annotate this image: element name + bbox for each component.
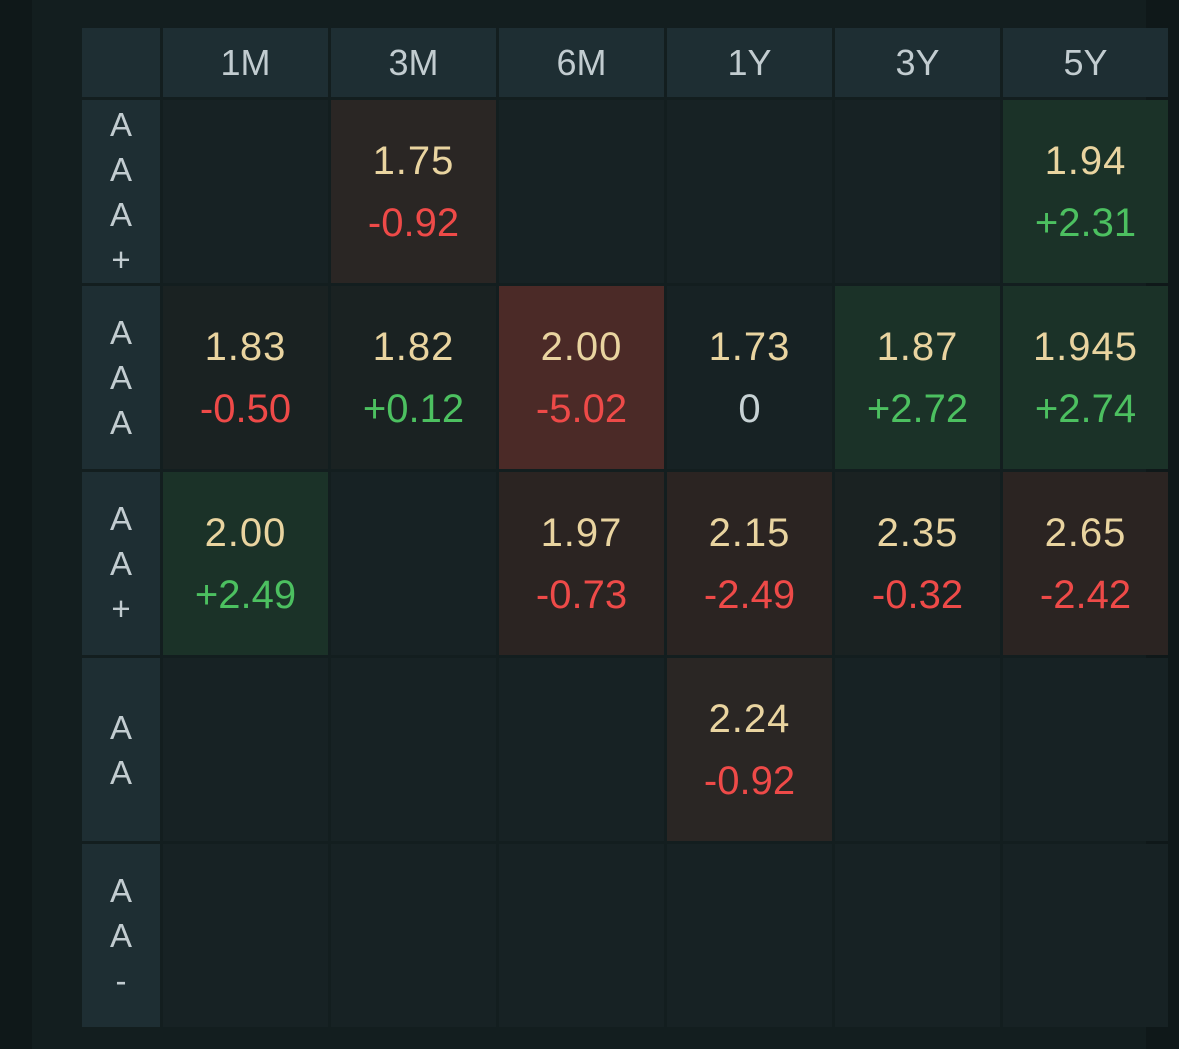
- quote-change: +2.74: [1034, 386, 1137, 431]
- quote-cell-3m[interactable]: [331, 472, 496, 655]
- quote-change: -0.32: [871, 572, 964, 617]
- quote-change: -0.92: [367, 200, 460, 245]
- column-header-1m[interactable]: 1M: [163, 28, 328, 97]
- quote-change: +2.72: [866, 386, 969, 431]
- quote-cell-1y[interactable]: 2.15 -2.49: [667, 472, 832, 655]
- rating-tenor-matrix: 1M 3M 6M 1Y 3Y 5Y A A A +1.75 -0.92 1.94 +2.31 A A A 1.8…: [82, 28, 1168, 1027]
- row-label-char: -: [115, 962, 127, 999]
- quote-cell-3m[interactable]: [331, 844, 496, 1027]
- quote-price: 1.94: [1044, 138, 1127, 183]
- quote-cell-3y[interactable]: [835, 844, 1000, 1027]
- quote-cell-1y[interactable]: 1.73 0: [667, 286, 832, 469]
- row-label-char: A: [109, 150, 132, 188]
- quote-change: -2.49: [703, 572, 796, 617]
- quote-cell-6m[interactable]: 2.00 -5.02: [499, 286, 664, 469]
- quote-price: 2.00: [204, 510, 287, 555]
- quote-change: +2.49: [194, 572, 297, 617]
- row-label-char: +: [111, 590, 131, 627]
- quote-cell-5y[interactable]: 1.94 +2.31: [1003, 100, 1168, 283]
- row-label-char: A: [109, 872, 132, 909]
- column-header-5y[interactable]: 5Y: [1003, 28, 1168, 97]
- quote-price: 2.65: [1044, 510, 1127, 555]
- quote-cell-6m[interactable]: [499, 658, 664, 841]
- quote-price: 2.35: [876, 510, 959, 555]
- row-label-char: A: [109, 105, 132, 143]
- row-label-char: A: [109, 359, 132, 396]
- panel-frame: 1M 3M 6M 1Y 3Y 5Y A A A +1.75 -0.92 1.94 +2.31 A A A 1.8…: [32, 0, 1168, 1049]
- quote-price: 1.97: [540, 510, 623, 555]
- column-header-1y[interactable]: 1Y: [667, 28, 832, 97]
- quote-change: -5.02: [535, 386, 628, 431]
- quote-cell-1m[interactable]: [163, 844, 328, 1027]
- quote-change: -2.42: [1039, 572, 1132, 617]
- column-header-3m[interactable]: 3M: [331, 28, 496, 97]
- quote-price: 2.24: [708, 696, 791, 741]
- quote-cell-1y[interactable]: 2.24 -0.92: [667, 658, 832, 841]
- quote-change: +2.31: [1034, 200, 1137, 245]
- quote-cell-3m[interactable]: 1.75 -0.92: [331, 100, 496, 283]
- row-label-2[interactable]: A A +: [82, 472, 160, 655]
- quote-cell-1m[interactable]: [163, 658, 328, 841]
- quote-price: 1.83: [204, 324, 287, 369]
- quote-price: 2.15: [708, 510, 791, 555]
- quote-cell-3m[interactable]: [331, 658, 496, 841]
- row-label-char: A: [109, 314, 132, 351]
- quote-price: 1.945: [1032, 324, 1139, 369]
- quote-change: -0.92: [703, 758, 796, 803]
- quote-cell-1m[interactable]: [163, 100, 328, 283]
- row-label-char: A: [109, 917, 132, 954]
- row-label-char: A: [109, 545, 132, 582]
- quote-cell-3m[interactable]: 1.82 +0.12: [331, 286, 496, 469]
- quote-change: -0.50: [199, 386, 292, 431]
- quote-cell-1m[interactable]: 1.83 -0.50: [163, 286, 328, 469]
- row-label-0[interactable]: A A A +: [82, 100, 160, 283]
- quote-cell-6m[interactable]: [499, 100, 664, 283]
- column-header-6m[interactable]: 6M: [499, 28, 664, 97]
- row-label-char: A: [109, 195, 132, 233]
- quote-cell-6m[interactable]: [499, 844, 664, 1027]
- row-label-char: A: [109, 500, 132, 537]
- quote-cell-3y[interactable]: 1.87 +2.72: [835, 286, 1000, 469]
- quote-cell-1y[interactable]: [667, 844, 832, 1027]
- quote-price: 1.87: [876, 324, 959, 369]
- quote-change: -0.73: [535, 572, 628, 617]
- quote-cell-6m[interactable]: 1.97 -0.73: [499, 472, 664, 655]
- quote-change: +0.12: [362, 386, 465, 431]
- row-label-char: A: [109, 404, 132, 441]
- quote-price: 1.82: [372, 324, 455, 369]
- quote-cell-5y[interactable]: [1003, 658, 1168, 841]
- quote-cell-3y[interactable]: [835, 100, 1000, 283]
- quote-cell-1m[interactable]: 2.00 +2.49: [163, 472, 328, 655]
- row-label-char: A: [109, 753, 132, 791]
- quote-price: 1.73: [708, 324, 791, 369]
- column-header-3y[interactable]: 3Y: [835, 28, 1000, 97]
- corner-header: [82, 28, 160, 97]
- quote-price: 1.75: [372, 138, 455, 183]
- quote-cell-1y[interactable]: [667, 100, 832, 283]
- row-label-char: A: [109, 708, 132, 746]
- quote-change: 0: [738, 386, 761, 431]
- quote-cell-3y[interactable]: 2.35 -0.32: [835, 472, 1000, 655]
- quote-cell-5y[interactable]: 1.945 +2.74: [1003, 286, 1168, 469]
- quote-price: 2.00: [540, 324, 623, 369]
- quote-cell-3y[interactable]: [835, 658, 1000, 841]
- quote-cell-5y[interactable]: 2.65 -2.42: [1003, 472, 1168, 655]
- quote-cell-5y[interactable]: [1003, 844, 1168, 1027]
- row-label-char: +: [111, 240, 131, 278]
